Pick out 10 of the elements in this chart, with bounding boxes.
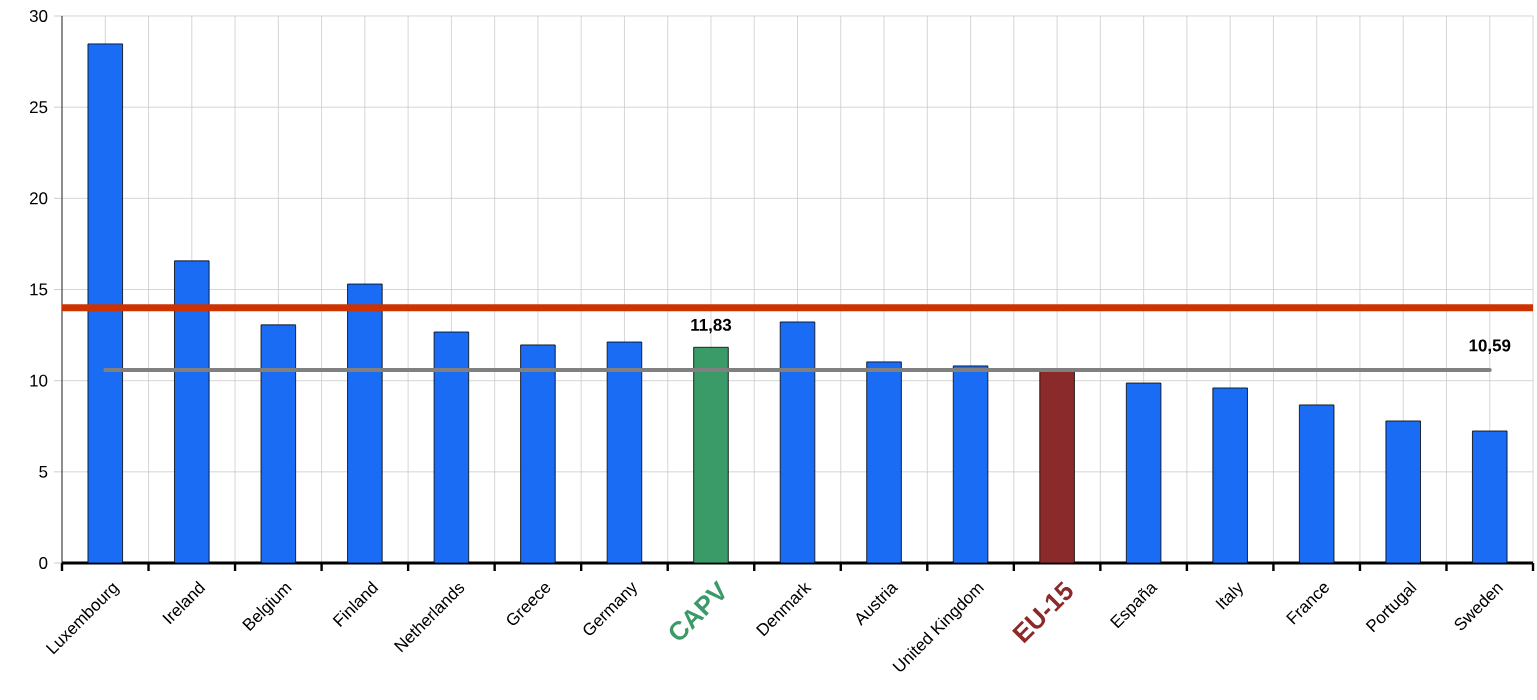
y-tick-label: 20 bbox=[29, 192, 48, 205]
y-tick-label: 15 bbox=[30, 283, 48, 296]
y-tick-label: 0 bbox=[39, 557, 48, 569]
x-tick-label: Italy bbox=[1215, 582, 1243, 610]
y-tick-label: 25 bbox=[29, 101, 48, 114]
y-tick-label: 5 bbox=[39, 465, 48, 478]
ref-line-label: 10,59 bbox=[1469, 339, 1511, 354]
y-tick-label: 10 bbox=[30, 374, 48, 387]
y-tick-label: 30 bbox=[29, 10, 48, 22]
data-label: 11,83 bbox=[691, 318, 732, 334]
